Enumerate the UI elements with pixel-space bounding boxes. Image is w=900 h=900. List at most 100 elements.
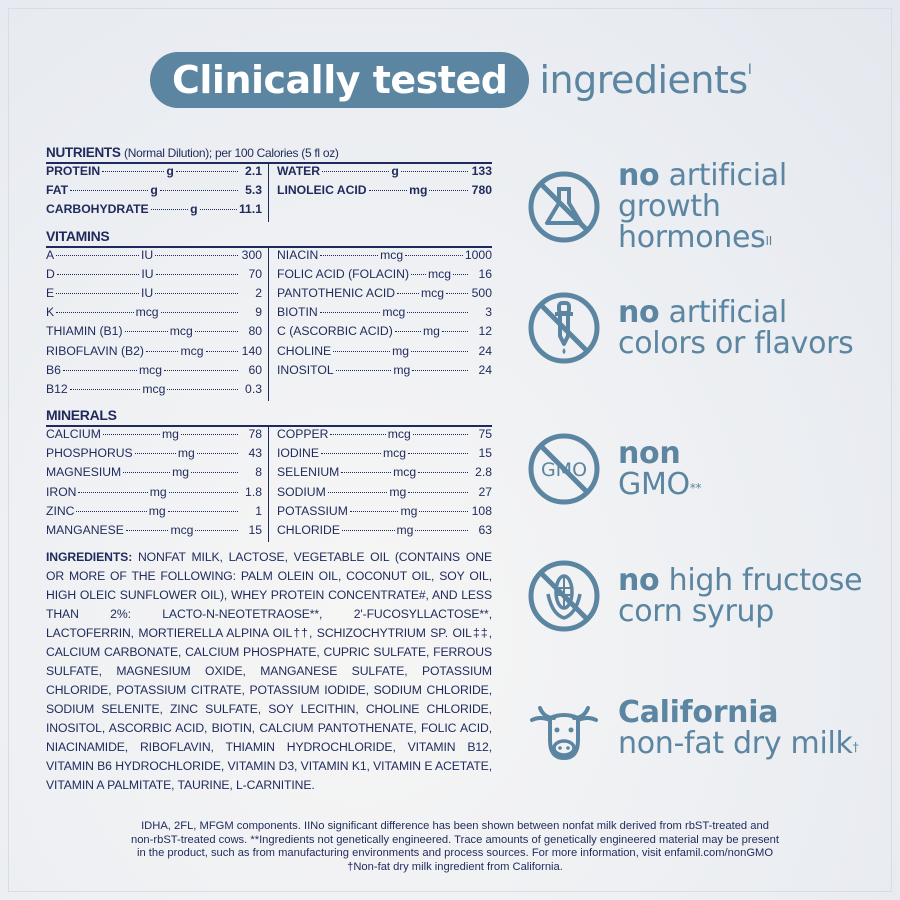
nutrient-unit: mg	[422, 324, 440, 339]
ingredients-label: INGREDIENTS:	[46, 550, 133, 565]
nutrient-name: LINOLEIC ACID	[277, 183, 367, 198]
claim-bold: no	[618, 563, 660, 598]
footnote-line: in the product, such as from manufacturi…	[136, 847, 774, 860]
dot-leader	[199, 209, 237, 211]
nutrient-value: 70	[248, 266, 262, 281]
nutrient-name: MANGANESE	[46, 523, 124, 537]
claim-line2: non-fat dry milk	[618, 726, 853, 761]
claim-bold: no	[618, 295, 660, 330]
nutrient-row: FOLIC ACID (FOLACIN) mcg 16	[277, 267, 492, 286]
nutrient-value: 5.3	[245, 183, 262, 198]
dot-leader	[56, 254, 139, 256]
nutrients-section: PROTEIN g 2.1 FAT g 5.3 CARBOHYDRATE g 11.1 WATE…	[46, 164, 492, 222]
minerals-section: CALCIUM mg 78 PHOSPHORUS mg 43 MAGNESIUM mg 8 IRO…	[46, 427, 492, 543]
dot-leader	[167, 388, 238, 390]
nutrient-row: WATER g 133	[277, 164, 492, 183]
nutrient-row: LINOLEIC ACID mg 780	[277, 183, 492, 202]
claim-no-hormones: no artificial growth hormonesII	[526, 160, 876, 253]
dot-leader	[333, 350, 391, 352]
dot-leader	[195, 530, 239, 531]
dot-leader	[407, 312, 469, 314]
headline-pill: Clinically tested	[150, 52, 530, 108]
nutrient-unit: mcg	[382, 305, 406, 320]
nutrient-name: FOLIC ACID (FOLACIN)	[277, 266, 410, 281]
dot-leader	[155, 254, 239, 256]
nutrient-value: 133	[471, 164, 492, 178]
nutrient-unit: IU	[140, 285, 154, 300]
dot-leader	[167, 510, 238, 512]
nutrient-name: POTASSIUM	[277, 503, 348, 518]
nutrient-row: BIOTIN mcg 3	[277, 305, 492, 324]
nutrient-value: 108	[471, 503, 492, 518]
dot-leader	[341, 472, 392, 474]
nutrient-value: 2.1	[245, 164, 262, 178]
nutrient-name: CHOLINE	[277, 343, 332, 358]
claim-line1: artificial	[659, 158, 788, 193]
headline-rest-text: ingredients	[539, 58, 748, 102]
nutrient-name: BIOTIN	[277, 305, 318, 320]
nutrient-row: POTASSIUM mg 108	[277, 504, 492, 523]
minerals-left-column: CALCIUM mg 78 PHOSPHORUS mg 43 MAGNESIUM mg 8 IRO…	[46, 427, 269, 543]
nutrient-value: 500	[471, 285, 492, 300]
nutrient-row: C (ASCORBIC ACID) mg 12	[277, 324, 492, 343]
nutrient-unit: mcg	[170, 523, 194, 537]
nutrient-value: 140	[241, 343, 262, 358]
footnote-line: non-rbST-treated cows. **Ingredients not…	[130, 833, 779, 846]
nutrient-value: 1.8	[245, 484, 262, 499]
nutrient-value: 16	[478, 266, 492, 281]
dot-leader	[320, 453, 381, 455]
ingredients-text: NONFAT MILK, LACTOSE, VEGETABLE OIL (CON…	[46, 550, 492, 793]
nutrient-name: B12	[46, 381, 68, 396]
dot-leader	[145, 350, 179, 352]
claim-no-hfcs: no high fructose corn syrup	[526, 558, 876, 634]
nutrient-value: 24	[478, 343, 492, 358]
nutrients-left-column: PROTEIN g 2.1 FAT g 5.3 CARBOHYDRATE g 11.1	[46, 164, 269, 222]
dot-leader	[322, 171, 390, 172]
dot-leader	[327, 491, 388, 493]
nutrient-row: E IU 2	[46, 286, 262, 305]
dot-leader	[168, 491, 238, 493]
nutrient-row: FAT g 5.3	[46, 183, 262, 202]
dot-leader	[408, 453, 469, 455]
claim-line1: artificial	[659, 295, 788, 330]
dot-leader	[319, 312, 381, 314]
nutrient-value: 15	[478, 446, 492, 461]
nutrient-unit: g	[166, 164, 174, 178]
dot-leader	[56, 312, 134, 314]
nutrient-name: PANTOTHENIC ACID	[277, 285, 396, 300]
nutrient-unit: mg	[161, 427, 179, 442]
dot-leader	[412, 369, 469, 371]
dot-leader	[125, 530, 169, 531]
claim-text: no artificial colors or flavors	[618, 297, 854, 359]
nutrient-name: A	[46, 247, 55, 262]
dot-leader	[349, 510, 399, 512]
nutrient-row: PROTEIN g 2.1	[46, 164, 262, 183]
nutrient-unit: mcg	[382, 446, 407, 461]
nutrient-name: SODIUM	[277, 484, 326, 499]
dot-leader	[155, 292, 239, 294]
nutrient-unit: mcg	[169, 324, 193, 339]
nutrient-name: D	[46, 266, 55, 281]
claim-text: non GMO**	[618, 438, 702, 500]
nutrient-value: 0.3	[245, 381, 262, 396]
dot-leader	[205, 350, 239, 352]
dot-leader	[62, 369, 137, 371]
nutrient-row: COPPER mcg 75	[277, 427, 492, 446]
nutrient-unit: mg	[172, 465, 190, 480]
nutrient-value: 60	[248, 362, 262, 377]
nutrient-value: 2	[255, 285, 262, 300]
nutrient-name: C (ASCORBIC ACID)	[277, 324, 393, 339]
nutrient-unit: mg	[396, 523, 414, 537]
nutrient-unit: mg	[392, 343, 410, 358]
footnote-line: †Non-fat dry milk ingredient from Califo…	[347, 860, 563, 873]
dot-leader	[180, 434, 239, 436]
nutrient-unit: mg	[148, 503, 166, 518]
flask-crossed-icon	[528, 171, 600, 242]
claim-line2: colors or flavors	[618, 326, 854, 361]
nutrient-row: PHOSPHORUS mg 43	[46, 446, 262, 465]
dot-leader	[330, 434, 386, 436]
nutrient-name: WATER	[277, 164, 321, 178]
nutrients-subtitle: (Normal Dilution); per 100 Calories (5 f…	[124, 146, 339, 160]
nutrient-name: INOSITOL	[277, 362, 334, 377]
